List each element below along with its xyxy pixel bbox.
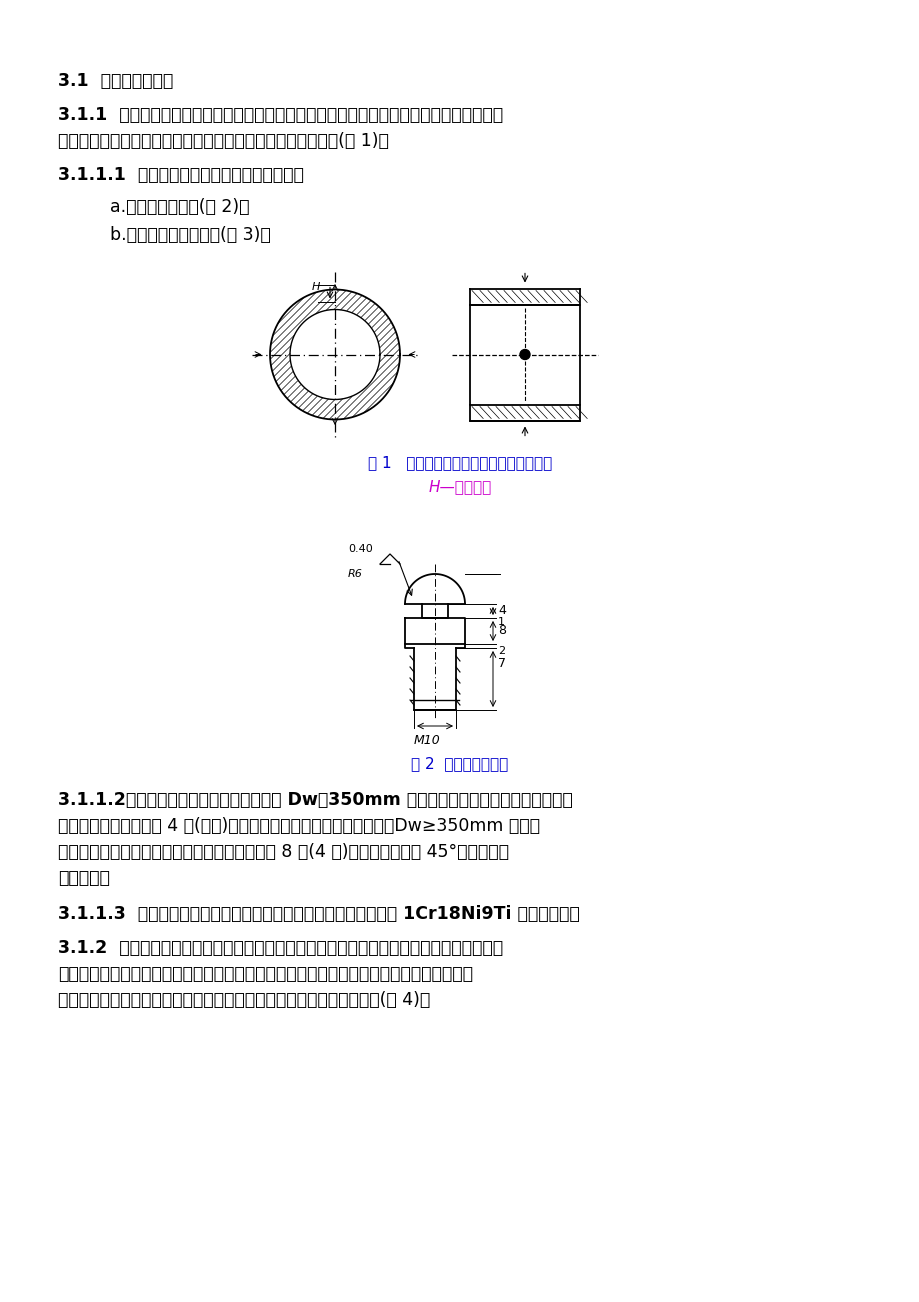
Text: b.自动对心蠕变测点头(图 3)。: b.自动对心蠕变测点头(图 3)。	[88, 227, 270, 243]
Text: 3.1.1.2每个测量截面测点的数量，对外径 Dw＜350mm 的蒸汽管道和联箱，每个蠕变测量截: 3.1.1.2每个测量截面测点的数量，对外径 Dw＜350mm 的蒸汽管道和联箱…	[58, 792, 573, 809]
Text: 8: 8	[497, 625, 505, 638]
Text: 3.1.1  蠕变测点的测量用千分尺测量蠕变测量截面直径的方法。为实现每次测量都在固定位: 3.1.1 蠕变测点的测量用千分尺测量蠕变测量截面直径的方法。为实现每次测量都在…	[58, 105, 503, 124]
Text: 管道和联箱，每个蠕变测量截面的蠕变测点应有 8 个(4 对)，分布在互相成 45°的截面直径: 管道和联箱，每个蠕变测量截面的蠕变测点应有 8 个(4 对)，分布在互相成 45…	[58, 842, 508, 861]
Text: 测量该截面的周长的方法。同样，为保证每次测量都在固定位置上，需在要测量截面的钢管: 测量该截面的周长的方法。同样，为保证每次测量都在固定位置上，需在要测量截面的钢管	[58, 965, 472, 983]
Text: 0.40: 0.40	[347, 544, 372, 553]
Text: a.球头蠕变测点头(图 2)。: a.球头蠕变测点头(图 2)。	[88, 198, 249, 216]
Text: H—测点高度: H—测点高度	[428, 479, 491, 493]
Text: 3.1.2  蠕变测量标记的测量方法：用特制的钢带尺缠绕在钢管或联箱体测量截面外表面上，: 3.1.2 蠕变测量标记的测量方法：用特制的钢带尺缠绕在钢管或联箱体测量截面外表…	[58, 939, 503, 957]
Text: 2: 2	[497, 646, 505, 656]
Text: 图 1   蒸汽管道测量截面上蠕变测点的布置: 图 1 蒸汽管道测量截面上蠕变测点的布置	[368, 454, 551, 470]
Text: 3.1.1.1  蠕变测点可选用下述两种形式之一。: 3.1.1.1 蠕变测点可选用下述两种形式之一。	[58, 165, 303, 184]
Circle shape	[519, 349, 529, 359]
Text: 1: 1	[497, 617, 505, 628]
Text: H: H	[312, 281, 320, 292]
Text: 4: 4	[497, 604, 505, 617]
Text: 置上，需在要测量截面的钢管直径两端的外表面焊上蠕变测点(图 1)。: 置上，需在要测量截面的钢管直径两端的外表面焊上蠕变测点(图 1)。	[58, 132, 389, 150]
Text: 图 2  球头蠕变测点头: 图 2 球头蠕变测点头	[411, 756, 508, 771]
Text: 7: 7	[497, 658, 505, 671]
Text: 3.1  蠕变测量方法：: 3.1 蠕变测量方法：	[58, 72, 173, 90]
Text: 面的蠕变测点至少应有 4 个(两对)，分布在两相互垂直的直径端点上。Dw≥350mm 的蒸汽: 面的蠕变测点至少应有 4 个(两对)，分布在两相互垂直的直径端点上。Dw≥350…	[58, 816, 539, 835]
Text: 的端点上。: 的端点上。	[58, 868, 109, 887]
Text: M10: M10	[414, 734, 440, 747]
Text: R6: R6	[347, 569, 362, 579]
Text: 3.1.1.3  测点座应用与管道及联箱相同的钢材制成。测点头必须用 1Cr18Ni9Ti 不锈钢制成。: 3.1.1.3 测点座应用与管道及联箱相同的钢材制成。测点头必须用 1Cr18N…	[58, 905, 579, 923]
Text: 或联箱体的外表面上按钢带尺的宽度打上两排互相平行的球面压痕标记(图 4)。: 或联箱体的外表面上按钢带尺的宽度打上两排互相平行的球面压痕标记(图 4)。	[58, 991, 430, 1009]
